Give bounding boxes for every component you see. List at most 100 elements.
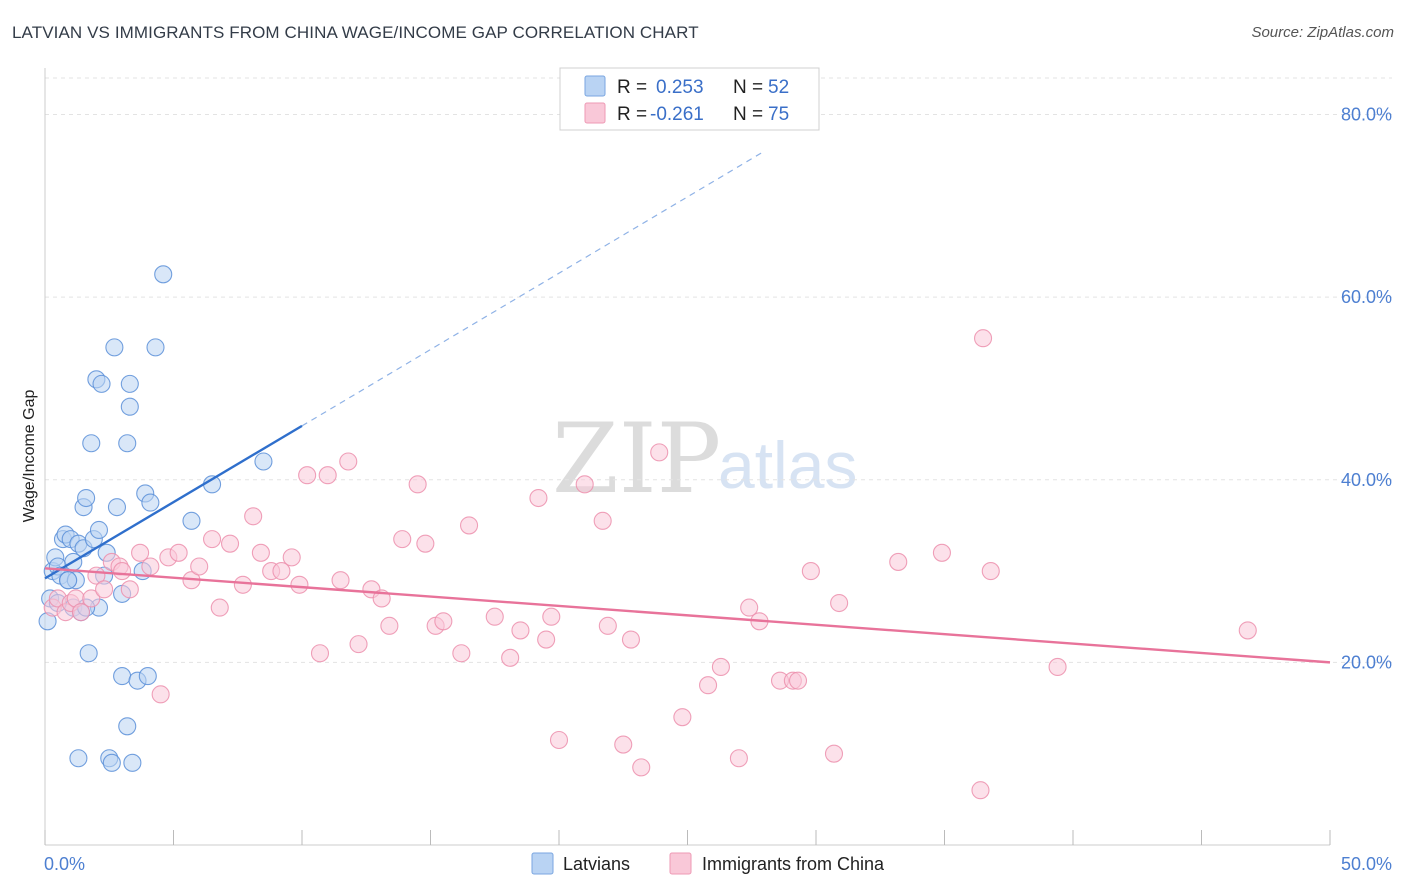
bottom-legend-label-china: Immigrants from China xyxy=(702,854,885,874)
data-point xyxy=(123,753,142,772)
data-point xyxy=(593,511,612,530)
data-point xyxy=(120,397,139,416)
watermark-atlas: atlas xyxy=(718,428,857,502)
bottom-legend-label-latvians: Latvians xyxy=(563,854,630,874)
data-point xyxy=(824,744,844,763)
legend-swatch-china xyxy=(584,102,606,124)
correlation-legend: R = 0.253 N = 52 R = -0.261 N = 75 xyxy=(559,67,820,131)
data-point xyxy=(82,434,101,453)
data-point xyxy=(290,575,309,594)
data-point xyxy=(203,530,222,549)
legend-r-label: R = xyxy=(617,77,647,98)
data-point xyxy=(598,616,617,635)
data-point xyxy=(537,630,556,649)
data-point xyxy=(182,511,201,530)
legend-n-label-2: N = xyxy=(733,104,763,125)
data-point xyxy=(220,534,240,553)
data-point xyxy=(79,644,98,663)
y-tick-label-80: 80.0% xyxy=(1341,105,1392,125)
data-point xyxy=(380,616,399,635)
watermark-zip: ZIP xyxy=(552,403,721,515)
trend-line-latvians xyxy=(44,424,303,580)
data-point xyxy=(434,612,453,631)
data-point xyxy=(801,562,820,581)
data-point xyxy=(1238,621,1257,640)
data-point xyxy=(699,676,718,695)
gridlines xyxy=(45,77,1392,663)
legend-n-label: N = xyxy=(733,77,763,98)
data-point xyxy=(511,621,530,640)
data-point xyxy=(251,543,270,562)
data-point xyxy=(501,648,520,667)
data-point xyxy=(254,452,273,471)
data-point xyxy=(169,543,188,562)
data-point xyxy=(549,730,569,750)
data-point xyxy=(298,466,317,485)
data-point xyxy=(272,562,291,581)
data-point xyxy=(131,543,150,562)
source-credit: Source: ZipAtlas.com xyxy=(1251,24,1394,41)
data-point xyxy=(190,557,209,576)
data-point xyxy=(151,685,170,704)
data-point xyxy=(485,607,504,626)
trend-line-latvians-extension xyxy=(301,150,765,427)
axes xyxy=(44,68,1331,846)
data-point xyxy=(95,580,114,599)
y-tick-label-60: 60.0% xyxy=(1341,287,1392,307)
data-point xyxy=(118,434,137,453)
data-point xyxy=(973,329,993,348)
legend-n-value-china: 75 xyxy=(768,104,789,125)
data-point xyxy=(141,493,160,512)
data-point xyxy=(393,530,412,549)
data-point xyxy=(632,758,651,777)
y-axis-label: Wage/Income Gap xyxy=(21,390,38,523)
data-point xyxy=(154,265,173,284)
data-point xyxy=(77,488,96,508)
data-point xyxy=(529,488,548,508)
data-point xyxy=(408,475,427,494)
data-point xyxy=(621,630,641,649)
data-point xyxy=(107,498,127,517)
data-point xyxy=(120,374,139,393)
data-point xyxy=(210,598,229,617)
data-point xyxy=(349,635,368,654)
data-point xyxy=(141,557,160,576)
y-tick-label-20: 20.0% xyxy=(1341,652,1392,672)
bottom-legend-swatch-latvians xyxy=(531,852,554,875)
legend-swatch-latvians xyxy=(584,75,606,97)
data-point xyxy=(233,575,252,594)
x-tick-label-max: 50.0% xyxy=(1341,854,1392,874)
data-point xyxy=(69,749,88,768)
series-immigrants-china xyxy=(43,329,1257,800)
data-point xyxy=(282,548,301,567)
data-point xyxy=(889,552,908,571)
data-point xyxy=(82,589,101,608)
data-point xyxy=(244,507,263,526)
data-point xyxy=(113,562,132,581)
data-point xyxy=(740,598,759,617)
trend-line-china xyxy=(44,567,1331,664)
y-tick-label-40: 40.0% xyxy=(1341,470,1392,490)
data-point xyxy=(138,667,157,686)
data-point xyxy=(89,520,109,540)
data-point xyxy=(102,753,121,772)
data-point xyxy=(614,735,633,754)
data-point xyxy=(542,607,561,626)
data-point xyxy=(1048,657,1067,676)
data-point xyxy=(59,571,78,590)
data-point xyxy=(729,749,748,768)
legend-r-label-2: R = xyxy=(617,104,647,125)
chart-title: LATVIAN VS IMMIGRANTS FROM CHINA WAGE/IN… xyxy=(12,23,699,42)
data-point xyxy=(146,338,165,357)
data-point xyxy=(105,338,124,357)
data-point xyxy=(830,593,849,613)
data-point xyxy=(416,534,435,553)
data-point xyxy=(575,475,594,494)
data-point xyxy=(981,562,1000,581)
trend-lines xyxy=(44,150,1331,664)
data-point xyxy=(452,644,471,663)
data-point xyxy=(118,717,137,736)
data-point xyxy=(673,708,692,727)
data-point xyxy=(932,543,951,562)
